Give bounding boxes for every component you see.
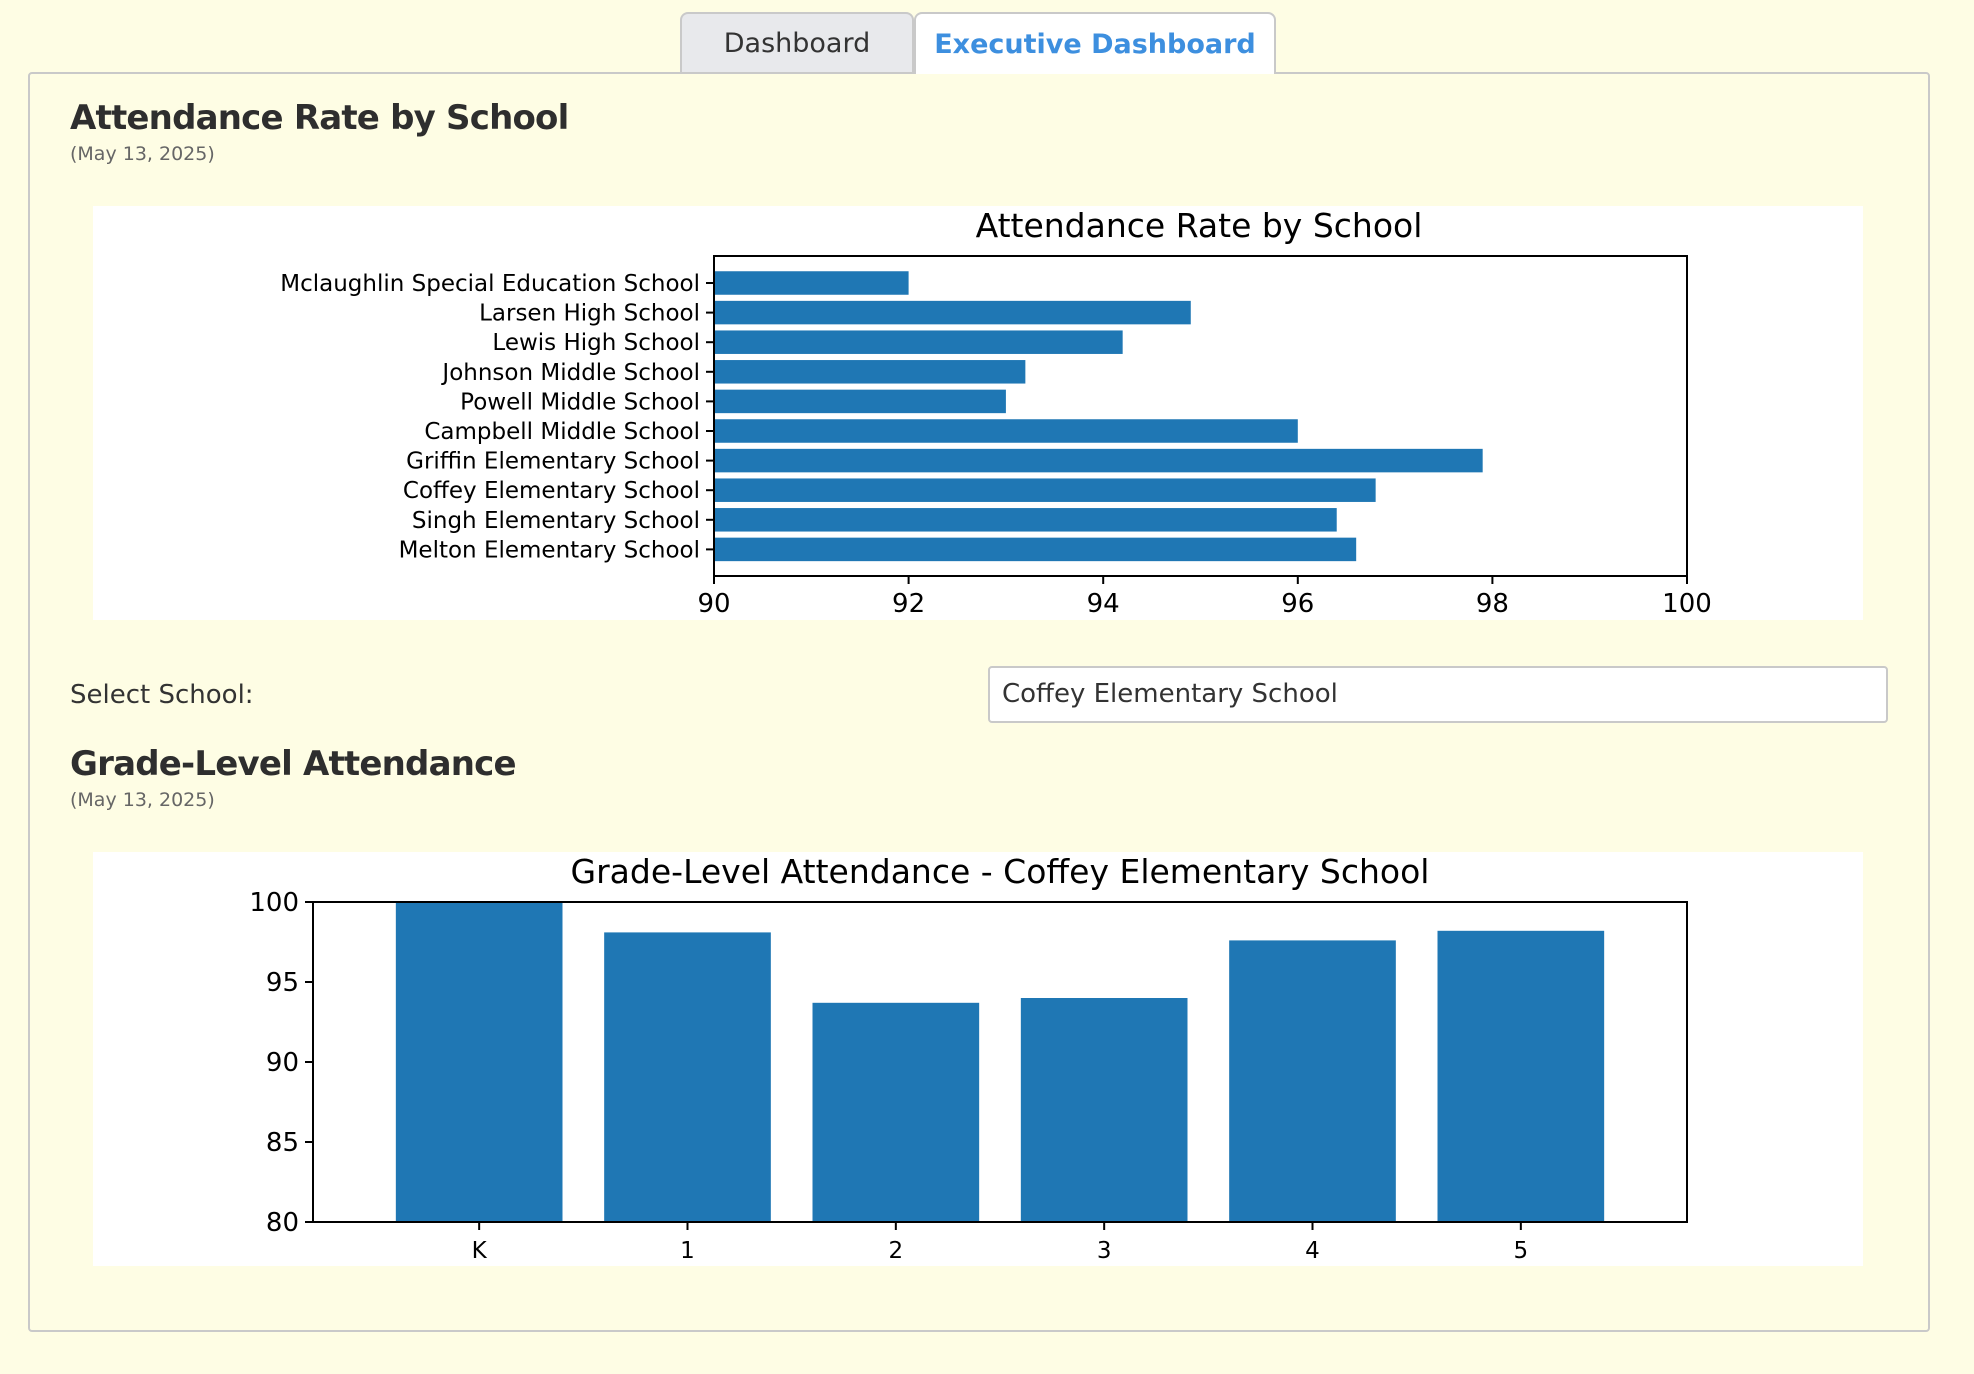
bar (604, 932, 771, 1222)
x-tick-label: 92 (892, 589, 925, 619)
chart-title: Grade-Level Attendance - Coffey Elementa… (571, 852, 1430, 891)
school-select[interactable]: Coffey Elementary School (988, 666, 1888, 723)
bar (714, 330, 1123, 354)
y-tick-label: Singh Elementary School (412, 508, 700, 534)
y-tick-label: Johnson Middle School (440, 360, 700, 386)
bar (714, 271, 909, 295)
section-heading-grade-level: Grade-Level Attendance (70, 744, 517, 784)
y-tick-label: 95 (266, 968, 299, 998)
bar (1437, 930, 1605, 1222)
bar (812, 1002, 980, 1222)
bar (395, 902, 563, 1222)
y-tick-label: Lewis High School (492, 330, 700, 356)
y-tick-label: Melton Elementary School (399, 537, 700, 563)
tab-bar: Dashboard Executive Dashboard (0, 12, 1974, 74)
plot-frame (312, 901, 1688, 1223)
y-tick-label: Coffey Elementary School (403, 478, 700, 504)
x-tick-label: 96 (1281, 589, 1314, 619)
school-attendance-chart-container: Attendance Rate by School Mclaughlin Spe… (93, 206, 1863, 620)
grade-attendance-chart-container: Grade-Level Attendance - Coffey Elementa… (93, 852, 1863, 1266)
x-tick-label: 2 (889, 1238, 904, 1264)
x-tick-label: 4 (1305, 1238, 1320, 1264)
x-tick-label: 100 (1662, 589, 1712, 619)
x-tick-label: K (472, 1238, 488, 1264)
x-tick-label: 5 (1514, 1238, 1529, 1264)
y-tick-label: Campbell Middle School (424, 419, 700, 445)
select-school-label: Select School: (70, 680, 254, 710)
y-tick-label: Mclaughlin Special Education School (280, 271, 700, 297)
bar (714, 537, 1357, 562)
x-tick-label: 1 (680, 1238, 695, 1264)
tab-executive-dashboard[interactable]: Executive Dashboard (914, 12, 1276, 74)
x-tick-label: 94 (1087, 589, 1120, 619)
section-date-grade-level: (May 13, 2025) (70, 789, 215, 811)
chart-title: Attendance Rate by School (976, 206, 1423, 245)
bar (1020, 998, 1188, 1222)
bar (714, 478, 1376, 502)
y-tick-label: 100 (249, 888, 299, 918)
x-tick-label: 90 (697, 589, 730, 619)
y-tick-label: Powell Middle School (460, 389, 700, 415)
bar (714, 389, 1006, 414)
grade-attendance-chart: Grade-Level Attendance - Coffey Elementa… (249, 852, 1688, 1264)
section-heading-attendance-by-school: Attendance Rate by School (70, 98, 569, 138)
section-date-attendance-by-school: (May 13, 2025) (70, 143, 215, 165)
bar (714, 508, 1337, 532)
x-tick-label: 3 (1097, 1238, 1112, 1264)
tab-dashboard[interactable]: Dashboard (680, 12, 914, 72)
plot-frame (713, 255, 1688, 577)
y-tick-label: 85 (266, 1128, 299, 1158)
school-attendance-chart: Attendance Rate by School Mclaughlin Spe… (280, 206, 1712, 619)
y-tick-label: 80 (266, 1208, 299, 1238)
bar (714, 448, 1483, 473)
x-tick-label: 98 (1476, 589, 1509, 619)
y-tick-label: Griffin Elementary School (406, 449, 700, 475)
bar (714, 360, 1026, 384)
y-tick-label: Larsen High School (479, 301, 700, 327)
y-tick-label: 90 (266, 1048, 299, 1078)
bar (1229, 940, 1396, 1222)
bar (714, 300, 1191, 325)
bar (714, 419, 1298, 443)
